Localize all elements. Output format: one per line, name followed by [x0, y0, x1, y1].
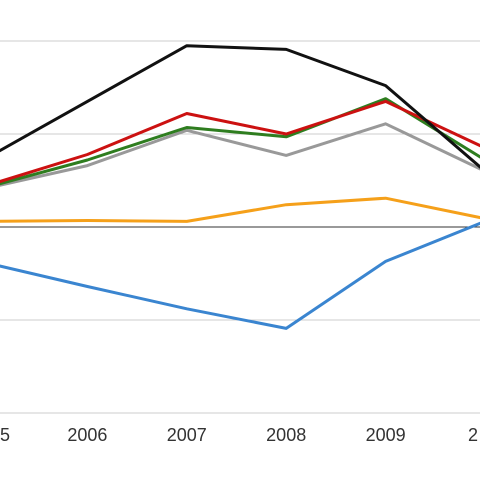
- series-line-4: [0, 122, 480, 187]
- x-tick-label: 5: [0, 425, 10, 445]
- series-lines: [0, 44, 480, 330]
- series-line-2: [0, 99, 480, 184]
- gridlines: [0, 40, 480, 414]
- x-tick-label: 2: [468, 425, 478, 445]
- series-line-5: [0, 196, 480, 223]
- x-tick-label: 2008: [266, 425, 306, 445]
- x-tick-label: 2007: [167, 425, 207, 445]
- series-line-1: [0, 44, 480, 169]
- x-tick-label: 2006: [67, 425, 107, 445]
- x-tick-label: 2009: [366, 425, 406, 445]
- x-axis-tick-labels: 5 2006 2007 2008 2009 2: [0, 425, 478, 445]
- series-line-6: [0, 221, 480, 330]
